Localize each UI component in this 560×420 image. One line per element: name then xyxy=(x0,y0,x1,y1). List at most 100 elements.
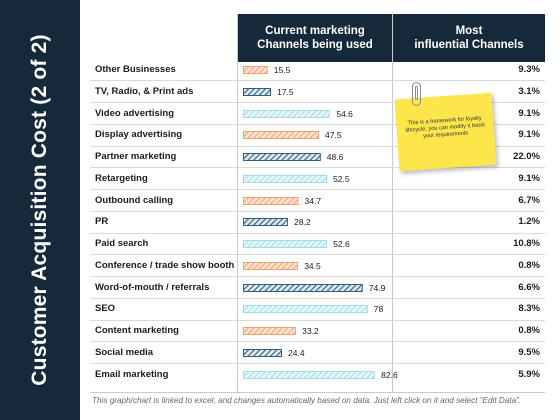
row-label: Paid search xyxy=(95,238,149,249)
most-influential-value: 9.1% xyxy=(518,172,540,184)
sticky-note: This is a framework for loyalty lifecycl… xyxy=(394,92,497,172)
most-influential-value: 0.8% xyxy=(518,259,540,271)
bar-value-label: 34.5 xyxy=(304,260,321,271)
row-label: Social media xyxy=(95,346,154,358)
bar xyxy=(243,240,328,248)
bar-rect xyxy=(243,196,299,205)
row-label: Outbound calling xyxy=(95,194,174,206)
bar xyxy=(243,131,319,140)
bar-rect xyxy=(243,66,268,74)
row-label: Email marketing xyxy=(95,368,169,380)
bar-value-label: 15.5 xyxy=(273,65,291,75)
row-label: TV, Radio, & Print ads xyxy=(95,85,194,97)
most-influential-value: 6.6% xyxy=(518,281,540,293)
bar-value-label: 28.2 xyxy=(294,217,311,228)
bar xyxy=(243,283,363,292)
header-current-channels-line1: Current marketing xyxy=(265,25,365,37)
row-divider xyxy=(90,297,545,299)
bar-rect xyxy=(243,305,368,314)
most-influential-value: 22.0% xyxy=(513,151,540,162)
bar xyxy=(243,218,289,227)
bar-value-label: 78 xyxy=(373,304,384,315)
most-influential-value: 1.2% xyxy=(518,216,540,228)
row-label: PR xyxy=(95,216,109,228)
most-influential-value: 3.1% xyxy=(518,85,540,97)
bar-rect xyxy=(243,261,299,270)
bar-rect xyxy=(243,218,289,227)
header-most-influential: Most influential Channels xyxy=(393,14,545,62)
bar xyxy=(243,174,327,183)
bar xyxy=(243,87,271,96)
bar xyxy=(243,305,368,314)
bar-value-label: 17.5 xyxy=(277,86,294,97)
bar-rect xyxy=(243,283,363,292)
column-divider-left xyxy=(237,14,238,392)
row-divider xyxy=(90,363,545,364)
row-divider xyxy=(90,123,545,125)
title-sidebar: Customer Acquisition Cost (2 of 2) xyxy=(0,0,80,420)
row-label: Content marketing xyxy=(95,325,179,336)
row-label: SEO xyxy=(95,303,116,315)
bar-value-label: 54.6 xyxy=(336,108,353,119)
row-divider xyxy=(90,276,545,277)
row-label: Word-of-mouth / referrals xyxy=(95,281,210,293)
row-divider xyxy=(90,80,545,82)
sticky-note-text: This is a framework for loyalty lifecycl… xyxy=(405,115,486,140)
row-divider xyxy=(90,341,545,343)
most-influential-value: 9.1% xyxy=(518,107,540,119)
row-divider xyxy=(90,254,545,256)
paperclip-icon xyxy=(412,82,421,106)
header-current-channels-line2: Channels being used xyxy=(257,39,373,51)
header-current-channels: Current marketing Channels being used xyxy=(238,14,392,62)
most-influential-value: 9.1% xyxy=(518,129,540,141)
bar-value-label: 82.6 xyxy=(381,369,398,380)
footer-divider xyxy=(90,392,545,393)
row-divider xyxy=(90,145,545,147)
bar-rect xyxy=(243,370,376,379)
column-divider-right xyxy=(392,14,393,392)
paperclip-inner-icon xyxy=(414,86,418,100)
bar-value-label: 34.7 xyxy=(304,195,322,206)
row-divider xyxy=(90,167,545,169)
most-influential-value: 9.5% xyxy=(518,346,540,358)
row-label: Video advertising xyxy=(95,107,175,119)
row-label: Conference / trade show booth xyxy=(95,259,235,271)
bar-rect xyxy=(243,109,331,118)
row-divider xyxy=(90,102,545,103)
row-divider xyxy=(90,232,545,234)
bar-value-label: 47.5 xyxy=(325,130,342,141)
bar xyxy=(243,261,299,270)
most-influential-value: 10.8% xyxy=(513,238,540,249)
bar-rect xyxy=(243,240,328,248)
bar xyxy=(243,196,299,205)
bar-rect xyxy=(243,174,327,183)
bar-value-label: 24.4 xyxy=(288,347,305,358)
row-divider xyxy=(90,210,545,212)
row-label: Other Businesses xyxy=(95,64,176,75)
most-influential-value: 0.8% xyxy=(518,325,540,336)
bar-rect xyxy=(243,87,271,96)
bar-value-label: 74.9 xyxy=(368,282,386,293)
header-most-influential-line1: Most xyxy=(455,25,483,37)
row-label: Display advertising xyxy=(95,129,183,141)
most-influential-value: 6.7% xyxy=(518,194,540,206)
bar-rect xyxy=(243,348,282,357)
most-influential-value: 9.3% xyxy=(518,64,540,75)
bar-value-label: 52.6 xyxy=(333,239,350,249)
header-most-influential-line2: influential Channels xyxy=(414,39,524,51)
footer-note: This graph/chart is linked to excel, and… xyxy=(92,396,522,405)
bar-rect xyxy=(243,131,319,140)
bar xyxy=(243,66,268,74)
bar-value-label: 33.2 xyxy=(302,326,319,336)
row-divider xyxy=(90,189,545,190)
row-divider xyxy=(90,319,545,321)
slide-title: Customer Acquisition Cost (2 of 2) xyxy=(28,34,51,386)
bar-rect xyxy=(243,153,321,161)
most-influential-value: 8.3% xyxy=(518,303,540,315)
bar-value-label: 52.5 xyxy=(333,173,350,184)
row-label: Partner marketing xyxy=(95,151,177,162)
bar xyxy=(243,348,282,357)
most-influential-value: 5.9% xyxy=(518,368,540,380)
bar-value-label: 48.6 xyxy=(326,152,344,162)
bar xyxy=(243,370,376,379)
